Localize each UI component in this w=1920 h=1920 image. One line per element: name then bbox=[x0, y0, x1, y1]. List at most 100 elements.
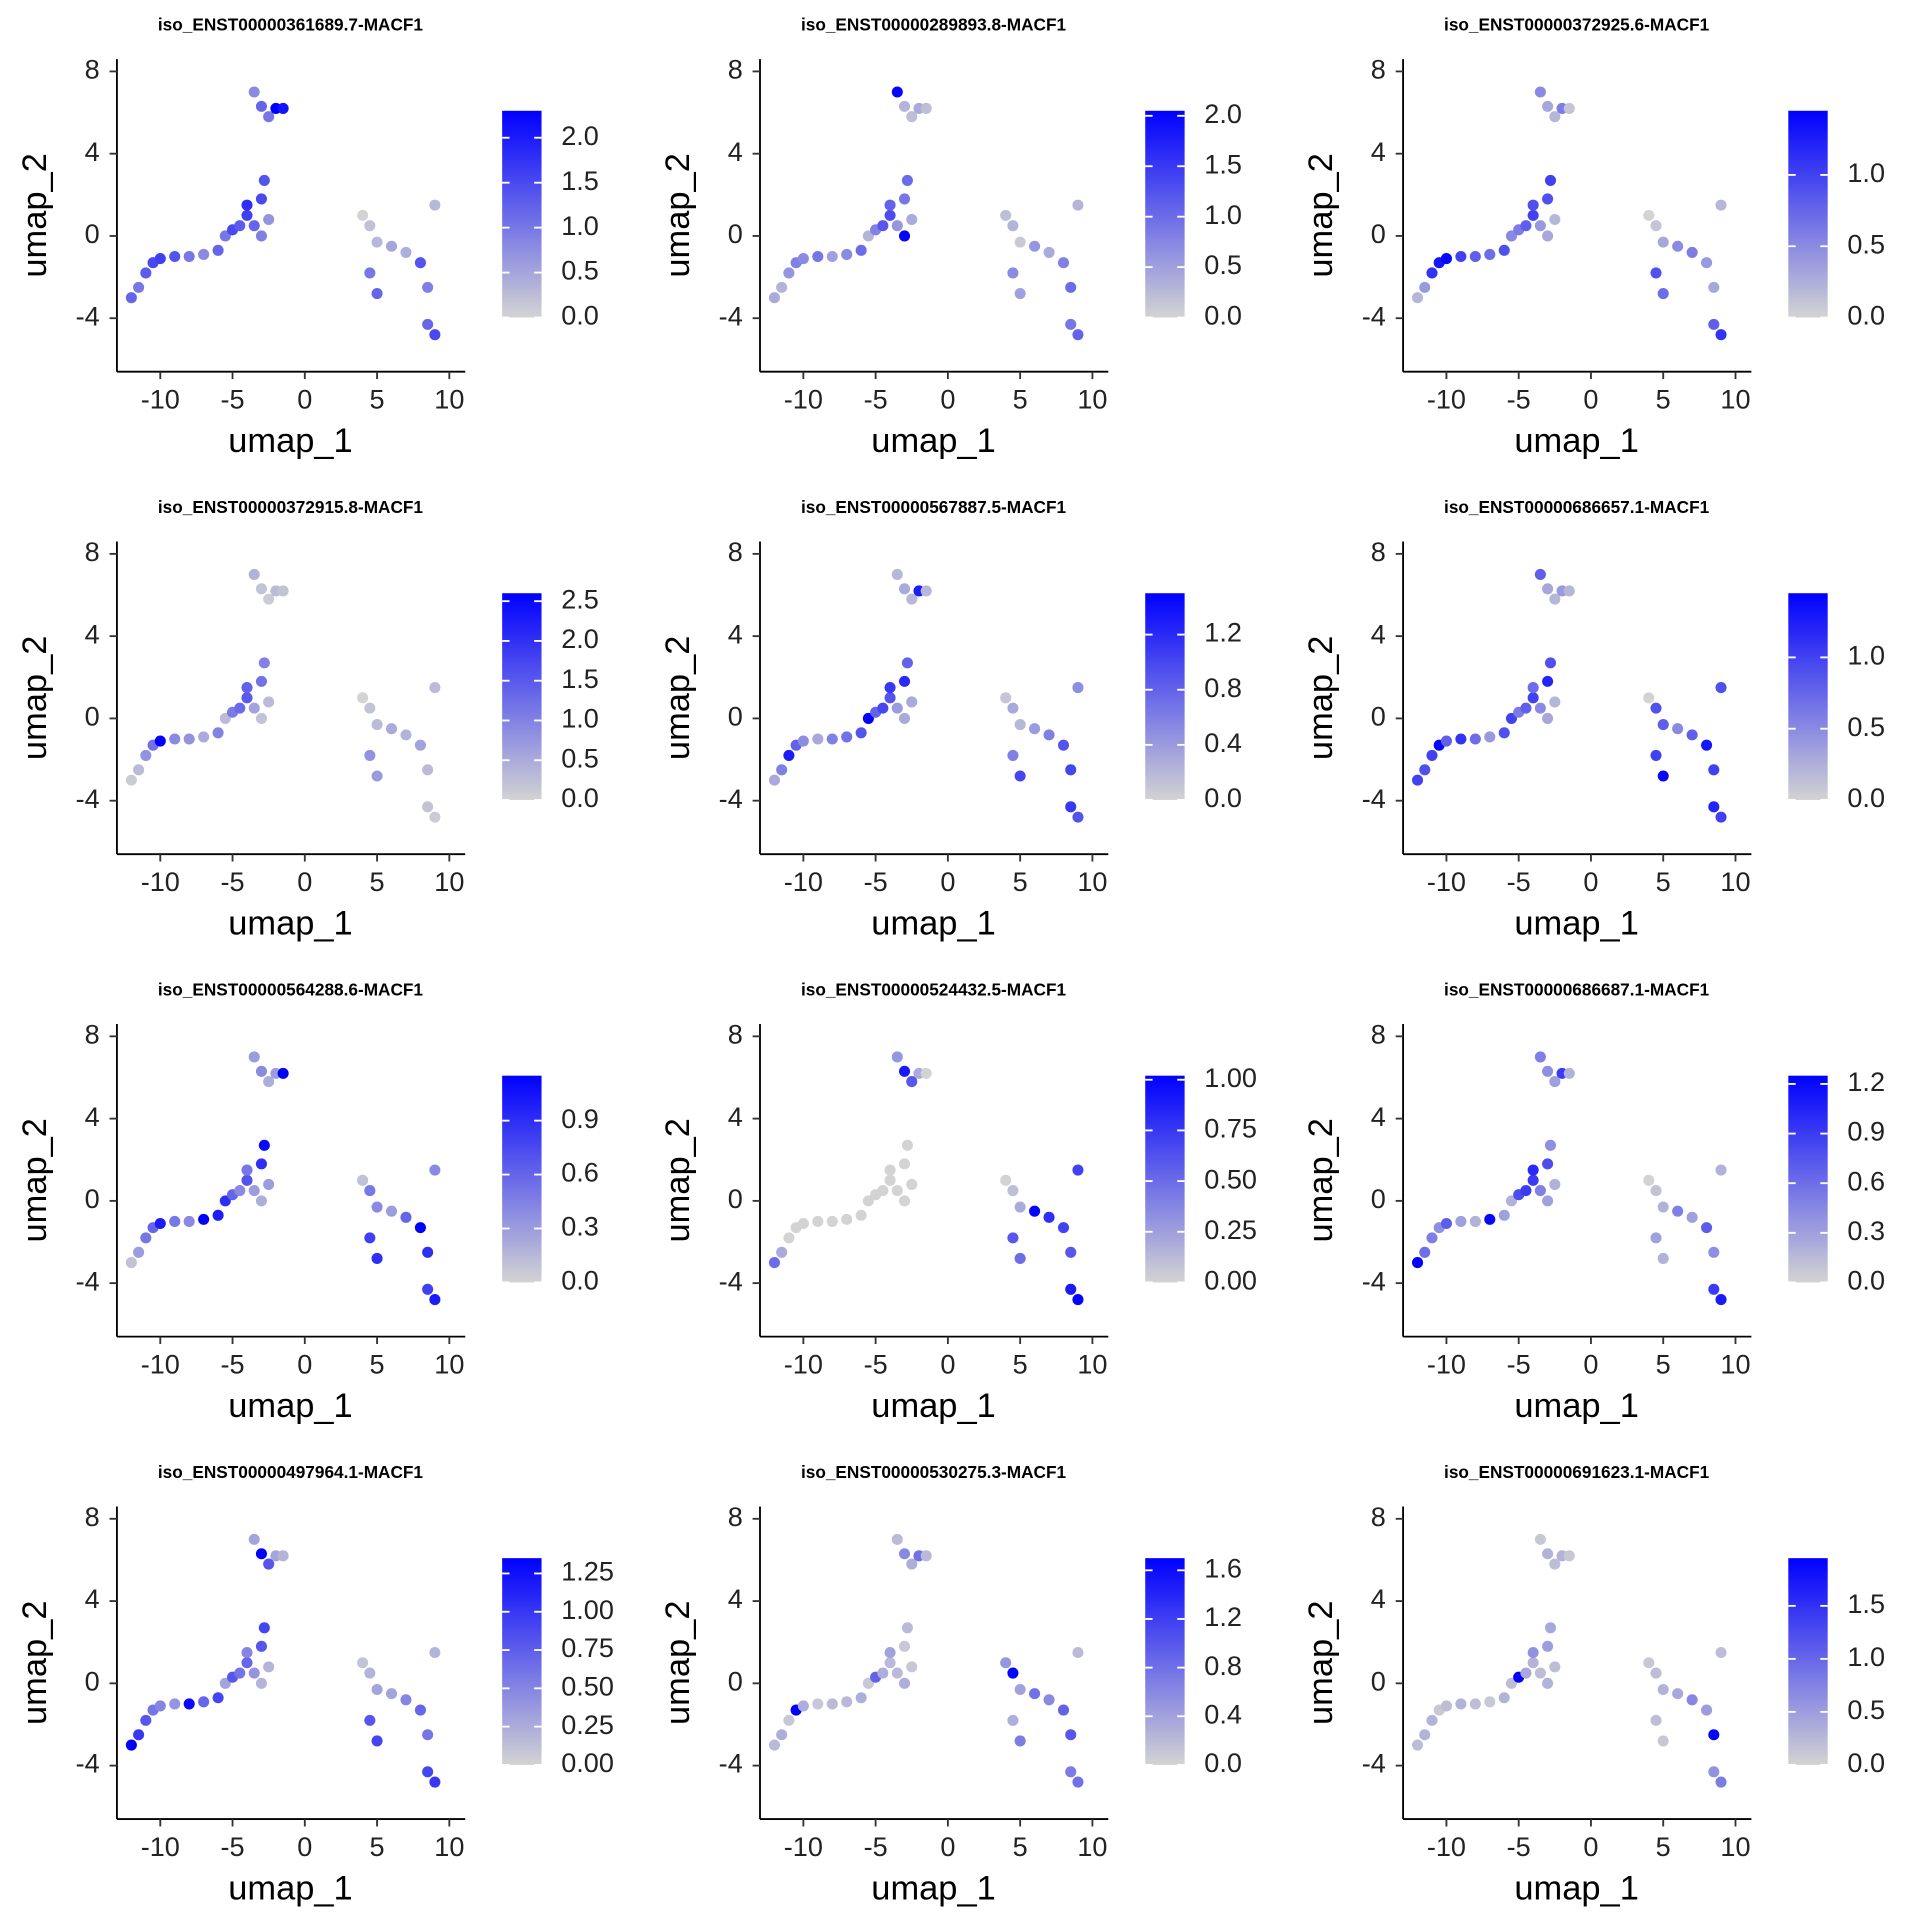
y-tick-label: 0 bbox=[85, 1183, 100, 1214]
cell-point bbox=[1549, 1558, 1561, 1570]
cell-point bbox=[906, 111, 918, 123]
cell-point bbox=[1029, 1205, 1041, 1217]
cell-point bbox=[1426, 267, 1438, 279]
panel-title: iso_ENST00000497964.1-MACF1 bbox=[158, 1462, 424, 1482]
cell-point bbox=[841, 1696, 853, 1708]
cell-point bbox=[862, 712, 874, 724]
cell-point bbox=[1065, 1729, 1077, 1741]
cell-point bbox=[1549, 1076, 1561, 1088]
cell-point bbox=[371, 1735, 383, 1747]
y-tick-label: 8 bbox=[728, 536, 743, 567]
cell-point bbox=[263, 1558, 275, 1570]
x-axis-title: umap_1 bbox=[871, 1387, 996, 1425]
cell-point bbox=[1527, 1164, 1539, 1176]
colorbar-tick-label: 0.0 bbox=[1204, 782, 1242, 813]
cell-point bbox=[1043, 246, 1055, 258]
cell-point bbox=[1708, 281, 1720, 293]
panel-title: iso_ENST00000686687.1-MACF1 bbox=[1444, 979, 1710, 999]
cell-point bbox=[1650, 1714, 1662, 1726]
y-axis-title: umap_2 bbox=[16, 153, 54, 278]
cell-point bbox=[1534, 86, 1546, 98]
cell-point bbox=[1527, 692, 1539, 704]
cell-point bbox=[1000, 1174, 1012, 1186]
x-tick-label: 0 bbox=[297, 1348, 312, 1379]
cell-point bbox=[277, 102, 289, 114]
cell-point bbox=[234, 1185, 246, 1197]
cell-point bbox=[1643, 692, 1655, 704]
colorbar-tick-label: 0.5 bbox=[1204, 249, 1242, 280]
cell-point bbox=[400, 246, 412, 258]
cell-point bbox=[263, 1178, 275, 1190]
panel-title: iso_ENST00000564288.6-MACF1 bbox=[158, 979, 424, 999]
cell-point bbox=[1534, 1533, 1546, 1545]
colorbar-tick-label: 0.00 bbox=[561, 1747, 614, 1778]
cell-point bbox=[812, 1215, 824, 1227]
y-tick-label: 0 bbox=[85, 701, 100, 732]
y-tick-label: 4 bbox=[728, 1101, 743, 1132]
cell-point bbox=[1007, 1232, 1019, 1244]
x-tick-label: 10 bbox=[1077, 866, 1107, 897]
x-tick-label: -5 bbox=[221, 1831, 245, 1862]
cell-point bbox=[906, 213, 918, 226]
cell-point bbox=[1484, 1696, 1496, 1708]
cell-point bbox=[1650, 1232, 1662, 1244]
cell-point bbox=[255, 1640, 267, 1652]
y-tick-label: 8 bbox=[1371, 536, 1386, 567]
panel-title: iso_ENST00000686657.1-MACF1 bbox=[1444, 497, 1710, 517]
x-tick-label: -10 bbox=[141, 866, 180, 897]
colorbar-tick-label: 0.50 bbox=[561, 1670, 614, 1701]
cell-point bbox=[371, 236, 383, 248]
cell-point bbox=[1534, 1667, 1546, 1679]
cell-point bbox=[841, 1213, 853, 1225]
x-axis-title: umap_1 bbox=[871, 1870, 996, 1908]
y-tick-label: 8 bbox=[85, 1501, 100, 1532]
cell-point bbox=[1672, 1688, 1684, 1700]
cell-point bbox=[1484, 1213, 1496, 1225]
cell-point bbox=[1534, 220, 1546, 232]
y-tick-label: 4 bbox=[728, 136, 743, 167]
cell-point bbox=[1549, 593, 1561, 605]
cell-point bbox=[1715, 329, 1727, 341]
cell-point bbox=[258, 657, 270, 669]
colorbar bbox=[1145, 1558, 1185, 1765]
cell-point bbox=[1440, 253, 1452, 265]
cell-point bbox=[855, 1692, 867, 1704]
cell-point bbox=[248, 86, 260, 98]
cell-point bbox=[768, 774, 780, 786]
panel: iso_ENST00000530275.3-MACF1umap_1umap_2-… bbox=[659, 1462, 1242, 1908]
cell-point bbox=[140, 1232, 152, 1244]
cell-point bbox=[1057, 1222, 1070, 1234]
x-tick-label: -10 bbox=[141, 383, 180, 414]
colorbar-tick-label: 0.0 bbox=[1847, 1747, 1885, 1778]
cell-point bbox=[855, 244, 867, 256]
cell-point bbox=[258, 1622, 270, 1634]
cell-point bbox=[1643, 1174, 1655, 1186]
y-tick-label: -4 bbox=[76, 1748, 100, 1779]
colorbar-tick-label: 0.9 bbox=[561, 1103, 599, 1134]
cell-point bbox=[898, 1548, 911, 1560]
cell-point bbox=[364, 1232, 376, 1244]
cell-point bbox=[1469, 733, 1481, 745]
x-tick-label: -10 bbox=[1427, 1348, 1466, 1379]
cell-point bbox=[385, 240, 398, 252]
cell-point bbox=[797, 253, 809, 265]
cell-point bbox=[1527, 199, 1539, 211]
panel: iso_ENST00000524432.5-MACF1umap_1umap_2-… bbox=[659, 979, 1257, 1425]
cell-point bbox=[776, 281, 788, 293]
colorbar-tick-label: 0.5 bbox=[1847, 1694, 1885, 1725]
cell-point bbox=[371, 288, 383, 300]
cell-point bbox=[1657, 236, 1669, 248]
cell-point bbox=[169, 1215, 181, 1227]
cell-point bbox=[1440, 1217, 1452, 1230]
cell-point bbox=[906, 593, 918, 605]
cell-point bbox=[1065, 764, 1077, 776]
cell-point bbox=[1007, 1185, 1019, 1197]
y-tick-label: -4 bbox=[1362, 300, 1386, 331]
cell-point bbox=[1686, 729, 1698, 741]
cell-point bbox=[140, 1714, 152, 1726]
cell-point bbox=[812, 1698, 824, 1710]
cell-point bbox=[1007, 1667, 1019, 1679]
cell-point bbox=[862, 1195, 874, 1207]
cell-point bbox=[1014, 770, 1026, 782]
cell-point bbox=[248, 1667, 260, 1679]
